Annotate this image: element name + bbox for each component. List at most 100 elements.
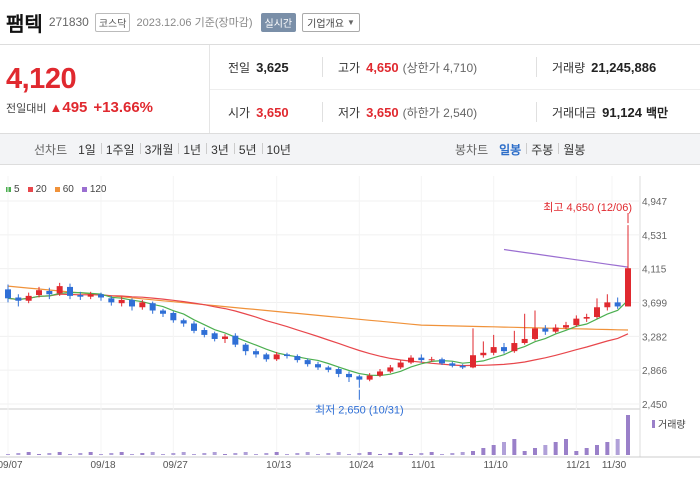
volume-bar (37, 454, 41, 455)
candle-body (232, 335, 239, 345)
volume-bar (378, 454, 382, 455)
x-tick-label: 10/24 (349, 460, 374, 471)
candle-body (408, 357, 414, 363)
legend-ma120[interactable]: 120 (81, 184, 107, 195)
period-1d[interactable]: 1일 (73, 141, 102, 158)
volume-bar (99, 454, 103, 455)
line-chart-label: 선차트 (34, 142, 68, 157)
stats-row-2: 시가 3,650 저가 3,650 (하한가 2,540) 거래대금 91,12… (210, 89, 700, 133)
volume-bar (440, 454, 444, 455)
volume-bar (595, 445, 599, 455)
candle-body (594, 307, 600, 318)
candle-body (335, 369, 342, 374)
candle-body (532, 328, 538, 339)
volume-bar (150, 452, 155, 455)
x-tick-label: 11/30 (602, 460, 627, 471)
legend-ma60[interactable]: 60 (54, 184, 74, 195)
x-tick-label: 11/10 (484, 460, 509, 471)
candle-body (56, 286, 63, 294)
volume-bar (212, 452, 217, 455)
period-3y[interactable]: 3년 (206, 141, 235, 158)
prev-close: 전일 3,625 (228, 59, 289, 75)
volume-bar (26, 452, 31, 455)
candle-body (614, 302, 621, 307)
candle-daily[interactable]: 일봉 (494, 141, 528, 158)
volume-bar (16, 453, 21, 455)
up-triangle-icon: ▲ (49, 100, 63, 115)
volume-bar (130, 454, 134, 455)
candle-body (118, 299, 125, 304)
period-10y[interactable]: 10년 (266, 142, 291, 157)
volume-bar (171, 453, 176, 455)
realtime-button[interactable]: 실시간 (260, 12, 297, 32)
date-text: 2023.12.06 기준(장마감) (136, 17, 253, 29)
candle-body (25, 295, 32, 301)
chart-toolbar: 선차트 1일 1주일 3개월 1년 3년 5년 10년 봉차트 일봉 주봉 월봉 (0, 133, 700, 165)
candle-body (459, 365, 466, 368)
period-3m[interactable]: 3개월 (140, 141, 180, 158)
volume-bar (119, 452, 124, 455)
volume-bar (398, 452, 403, 455)
candle-body (418, 357, 425, 361)
candle-body (480, 352, 487, 356)
change-line: 전일대비 ▲ 495 +13.66% (6, 99, 153, 116)
x-tick-label: 09/27 (163, 460, 188, 471)
candle-body (46, 290, 53, 295)
price-box: 4,120 전일대비 ▲ 495 +13.66% (0, 45, 210, 133)
candle-body (108, 298, 115, 303)
x-tick-label: 09/07 (0, 460, 23, 471)
volume-bar (264, 453, 269, 455)
candle-body (170, 312, 177, 321)
candle-body (77, 295, 84, 297)
legend-ma20[interactable]: 20 (27, 184, 47, 195)
candle-body (387, 367, 394, 372)
candle-body (139, 302, 146, 308)
volume-bar (140, 453, 145, 455)
chevron-down-icon: ▼ (346, 17, 355, 27)
volume-bar (533, 448, 537, 455)
period-1y[interactable]: 1년 (178, 141, 207, 158)
candle-body (377, 371, 383, 376)
stock-name: 팸텍 (6, 13, 43, 36)
period-1w[interactable]: 1주일 (101, 141, 141, 158)
candle-body (490, 347, 497, 353)
candle-body (563, 325, 569, 328)
candle-body (449, 363, 456, 366)
candle-body (263, 354, 270, 360)
volume-bar (522, 451, 527, 455)
volume-bar (202, 453, 207, 455)
candle-body (511, 343, 518, 352)
volume-bar (243, 452, 248, 455)
candle-body (160, 310, 166, 314)
y-tick-label: 2,866 (642, 366, 667, 377)
volume-bar (543, 445, 548, 455)
y-tick-label: 3,282 (642, 332, 667, 343)
volume-bar (161, 454, 165, 455)
stock-header: 팸텍 271830 코스닥 2023.12.06 기준(장마감) 실시간 기업개… (0, 0, 700, 44)
current-price: 4,120 (6, 63, 77, 95)
candle-body (304, 360, 311, 365)
period-5y[interactable]: 5년 (234, 141, 263, 158)
volume-bar (502, 442, 506, 455)
volume-bar (181, 452, 186, 455)
candle-body (5, 289, 11, 299)
candle-weekly[interactable]: 주봉 (526, 141, 560, 158)
low-annotation: 최저 2,650 (10/31) (315, 404, 404, 417)
candle-body (315, 364, 321, 368)
candle-body (325, 367, 332, 370)
volume-legend-label: 거래량 (658, 419, 686, 431)
candle-body (439, 359, 445, 364)
volume-bar (316, 454, 320, 455)
volume-bar (491, 445, 496, 455)
y-tick-label: 3,699 (642, 298, 667, 309)
candle-chart-label: 봉차트 (455, 142, 489, 157)
candle-body (521, 338, 528, 344)
volume-bar (88, 452, 93, 455)
candle-body (501, 347, 507, 352)
volume-bar (584, 448, 589, 455)
overview-dropdown[interactable]: 기업개요 ▼ (302, 12, 360, 32)
candlestick-chart[interactable]: 4,947 4,531 4,115 3,699 3,282 2,866 2,450 09/07… (0, 176, 700, 490)
volume-bar (274, 452, 279, 455)
candle-monthly[interactable]: 월봉 (563, 142, 586, 157)
volume-bar (460, 452, 465, 455)
